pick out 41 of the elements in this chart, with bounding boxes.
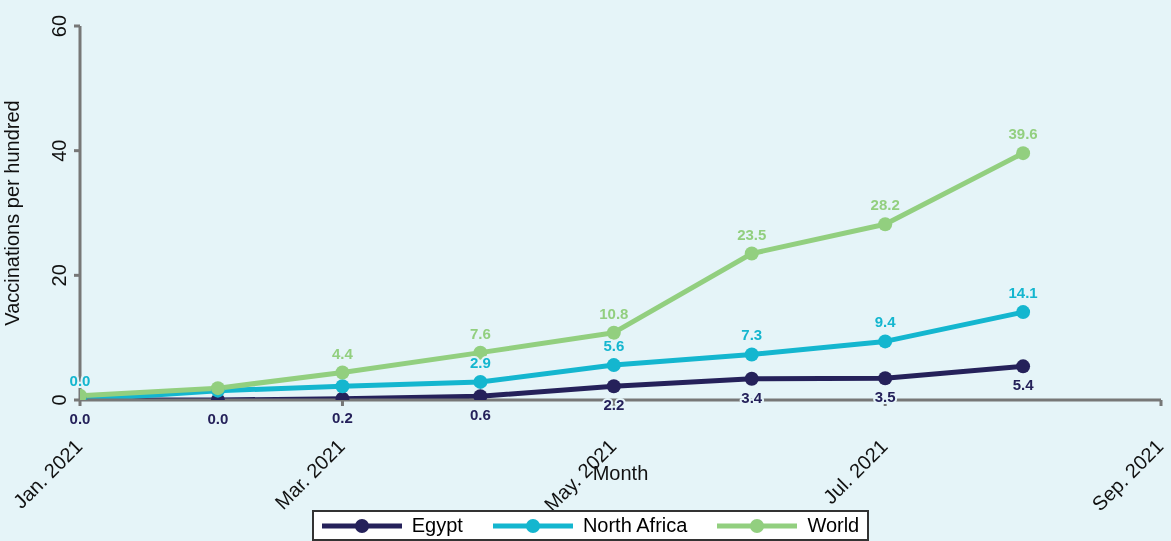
point — [744, 246, 759, 261]
legend-label: Egypt — [411, 514, 463, 537]
point — [1016, 305, 1031, 320]
data-label: 5.4 — [1012, 376, 1035, 394]
data-label: 7.3 — [741, 326, 763, 344]
point — [335, 379, 350, 394]
data-label: 0.6 — [469, 406, 491, 424]
data-label: 3.4 — [741, 388, 763, 406]
data-label: 28.2 — [870, 196, 900, 214]
data-label: 0.2 — [332, 408, 353, 426]
legend-label: North Africa — [582, 514, 688, 537]
data-label: 7.6 — [469, 324, 491, 342]
point — [606, 379, 621, 394]
data-label: 0.0 — [207, 410, 229, 427]
data-label: 9.4 — [874, 313, 897, 331]
point — [606, 358, 621, 373]
point — [1016, 146, 1031, 161]
point — [744, 371, 759, 386]
data-label: 5.6 — [603, 337, 625, 355]
legend-label: World — [807, 514, 860, 537]
point — [878, 371, 893, 386]
data-label: 23.5 — [737, 225, 767, 243]
point — [606, 325, 621, 340]
data-label: 14.1 — [1008, 284, 1038, 302]
point — [878, 334, 893, 349]
point — [473, 374, 488, 389]
data-label: 4.4 — [332, 344, 354, 362]
data-label: 2.9 — [469, 353, 491, 371]
point — [335, 365, 350, 380]
point — [878, 217, 893, 232]
point — [1016, 359, 1031, 374]
data-label: 39.6 — [1008, 125, 1038, 143]
y-tick-label: 20 — [48, 264, 70, 287]
data-label: 10.8 — [599, 304, 629, 322]
data-label: 2.2 — [603, 396, 625, 414]
data-label: 0.0 — [69, 410, 91, 427]
point — [744, 347, 759, 362]
y-tick-label: 40 — [48, 139, 70, 162]
y-tick-label: 60 — [48, 14, 70, 38]
y-axis-title: Vaccinations per hundred — [1, 100, 24, 326]
y-tick-label: 0 — [48, 394, 70, 406]
